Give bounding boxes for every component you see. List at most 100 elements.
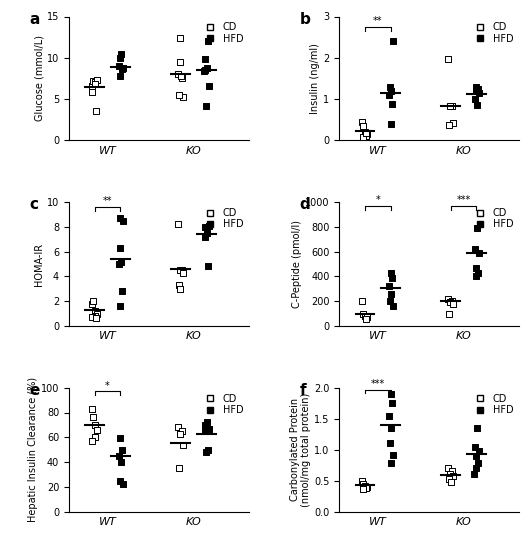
Point (200, 67, 208, 75)
Point (472, 82, 481, 91)
Point (119, 480, 127, 489)
Point (361, 311, 369, 320)
Point (114, 62, 123, 70)
Point (361, 132, 370, 141)
Point (473, 224, 482, 233)
Point (389, 301, 398, 310)
Point (175, 464, 183, 472)
Point (118, 446, 126, 454)
Point (474, 84, 482, 93)
Point (91, 307, 99, 316)
Point (200, 54, 209, 63)
Point (358, 117, 366, 126)
Point (471, 245, 479, 254)
Point (119, 64, 127, 73)
Point (204, 262, 212, 271)
Text: f: f (299, 383, 306, 398)
Point (203, 229, 211, 238)
Point (200, 421, 209, 430)
Point (358, 133, 367, 141)
Point (386, 82, 394, 91)
Point (389, 37, 398, 46)
Point (361, 315, 370, 323)
Point (446, 470, 454, 478)
Point (88, 437, 96, 446)
Point (177, 72, 186, 80)
Point (204, 424, 213, 433)
Point (362, 128, 370, 137)
Point (358, 297, 366, 306)
Point (445, 474, 454, 483)
Point (471, 442, 479, 451)
Point (444, 54, 453, 63)
Point (449, 119, 457, 128)
Point (201, 232, 210, 241)
Point (176, 284, 184, 293)
Point (444, 294, 453, 303)
Point (474, 249, 483, 257)
Point (445, 309, 454, 318)
Point (114, 260, 123, 268)
Point (92, 314, 100, 323)
Point (361, 128, 369, 136)
Point (117, 257, 126, 266)
Point (93, 309, 101, 318)
Point (203, 64, 211, 73)
Point (116, 301, 125, 310)
Text: b: b (299, 12, 311, 26)
Point (473, 101, 482, 109)
Point (444, 464, 453, 472)
Point (472, 464, 481, 472)
Point (91, 78, 99, 86)
Point (118, 65, 126, 74)
Text: d: d (299, 197, 310, 212)
Point (473, 424, 482, 432)
Point (91, 433, 100, 442)
Point (386, 297, 394, 306)
Point (178, 266, 186, 274)
Text: **: ** (373, 16, 383, 26)
Point (386, 439, 394, 448)
Point (363, 130, 372, 139)
Point (388, 100, 396, 108)
Point (91, 311, 100, 320)
Point (387, 424, 396, 432)
Point (359, 122, 368, 130)
Point (202, 101, 210, 110)
Point (178, 427, 186, 436)
Point (446, 102, 454, 111)
Point (179, 93, 187, 102)
Point (92, 106, 100, 115)
Point (385, 411, 393, 420)
Point (385, 282, 393, 290)
Point (176, 34, 184, 42)
Text: *: * (105, 381, 110, 390)
Point (472, 452, 480, 460)
Point (175, 58, 184, 67)
Point (204, 446, 212, 454)
Point (119, 216, 127, 225)
Point (116, 244, 124, 252)
Legend: CD, HFD: CD, HFD (470, 21, 515, 45)
Legend: CD, HFD: CD, HFD (199, 207, 244, 230)
Point (175, 280, 183, 289)
Y-axis label: Hepatic Insulin Clearance (%): Hepatic Insulin Clearance (%) (28, 377, 38, 522)
Point (386, 268, 395, 277)
Point (89, 413, 98, 422)
Text: ***: *** (456, 195, 471, 205)
Point (358, 485, 367, 494)
Point (174, 423, 182, 432)
Text: e: e (29, 383, 40, 398)
Point (448, 102, 456, 111)
Point (175, 90, 183, 99)
Point (202, 448, 210, 456)
Point (117, 458, 126, 466)
Point (386, 119, 395, 128)
Point (200, 222, 209, 231)
Text: **: ** (103, 196, 112, 206)
Point (361, 483, 370, 492)
Y-axis label: C-Peptide (pmol/l): C-Peptide (pmol/l) (292, 220, 302, 308)
Text: *: * (375, 195, 380, 205)
Point (204, 81, 213, 90)
Point (448, 297, 456, 306)
